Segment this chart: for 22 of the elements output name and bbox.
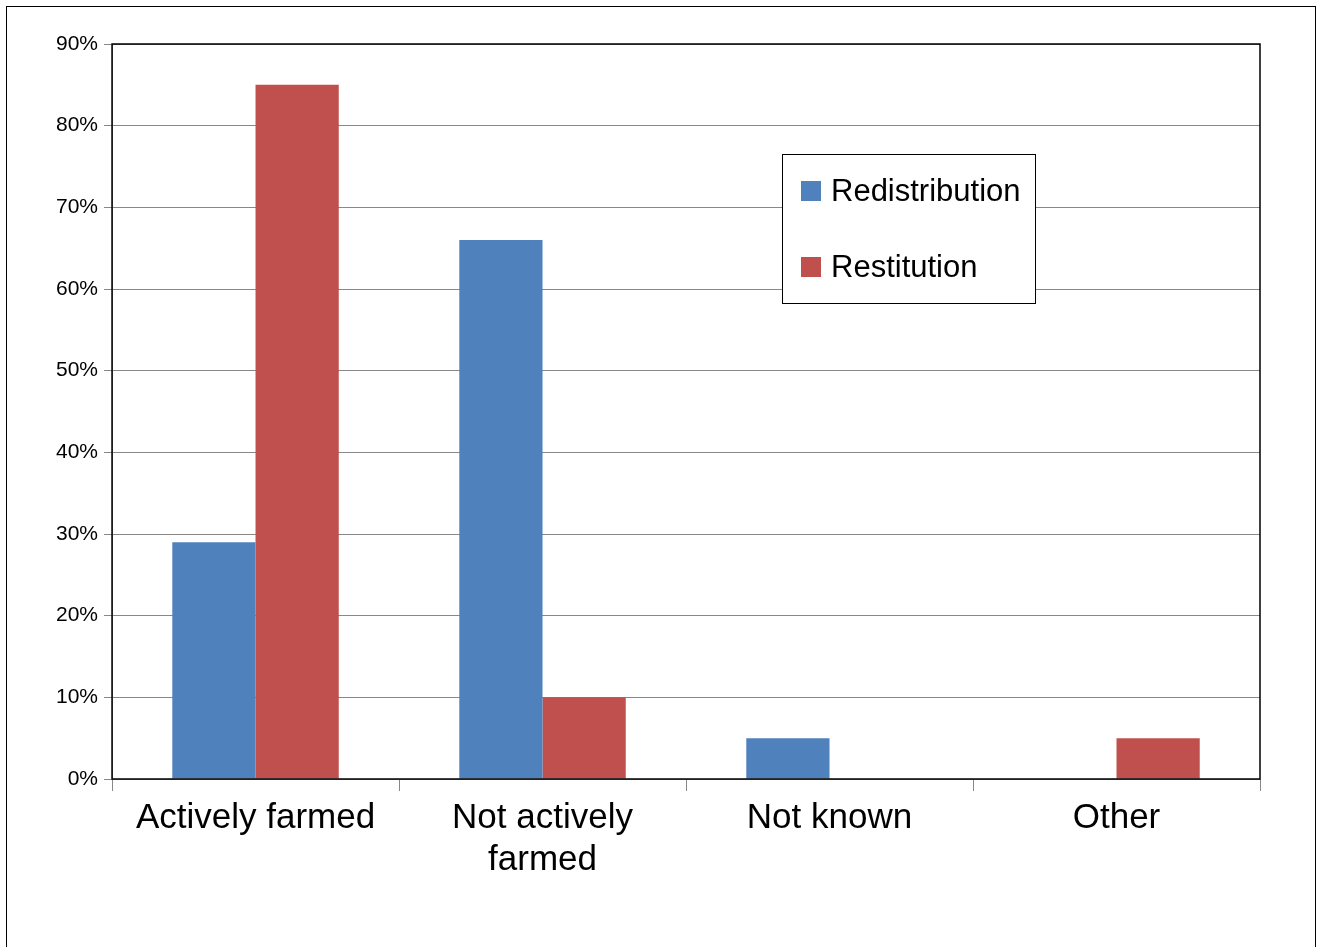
bar [255,84,339,779]
legend-label: Restitution [831,249,978,285]
y-tick-label: 50% [56,357,99,381]
y-tick-label: 90% [56,30,99,54]
x-tick-label: Not known [746,795,913,835]
legend-label: Redistribution [831,173,1021,209]
y-tick-label: 70% [56,194,99,218]
bar [459,240,543,779]
x-tick-label: Not actively farmed [452,795,634,877]
y-tick-label: 40% [56,439,99,463]
y-tick-label: 20% [56,602,99,626]
bar [746,738,830,779]
bar [172,542,256,779]
bar [1116,738,1200,779]
x-tick-label: Other [1072,795,1161,835]
y-tick-label: 10% [56,684,99,708]
x-tick-label: Actively farmed [135,795,376,835]
bar [542,697,626,779]
y-tick-label: 0% [67,765,99,789]
y-tick-label: 60% [56,275,99,299]
y-tick-label: 30% [56,520,99,544]
y-tick-label: 80% [56,112,99,136]
